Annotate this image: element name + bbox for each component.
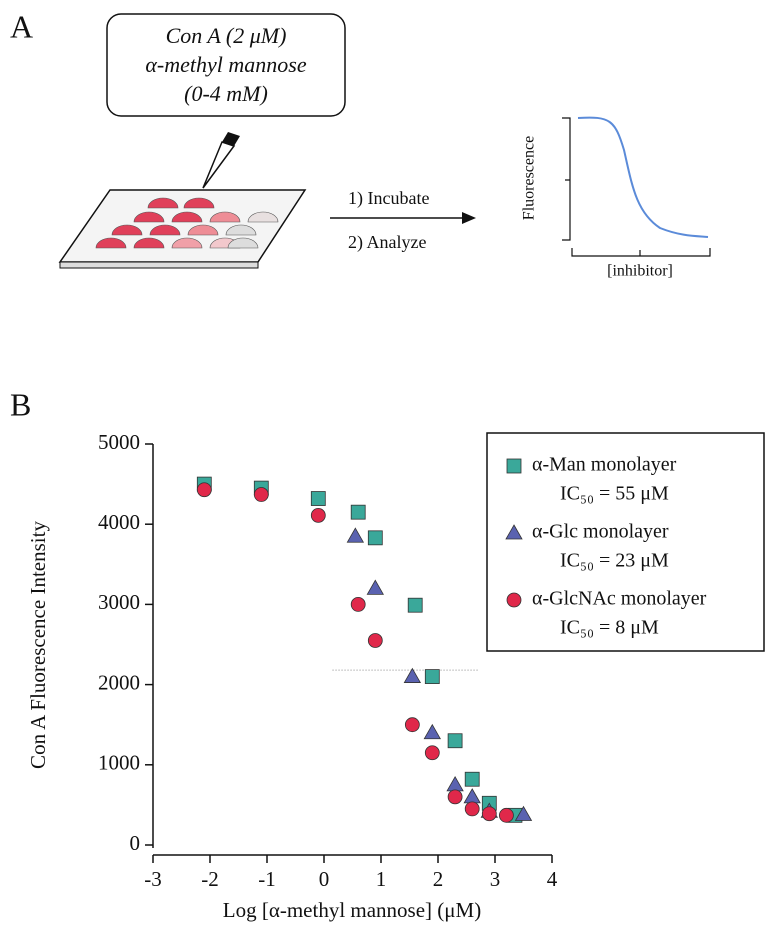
data-point <box>498 807 514 823</box>
y-tick-label: 1000 <box>98 751 140 775</box>
data-point <box>350 597 366 612</box>
y-axis-label: Con A Fluorescence Intensity <box>26 521 50 769</box>
x-tick-label: 3 <box>490 867 501 891</box>
data-point <box>447 733 463 749</box>
data-point <box>366 579 384 595</box>
callout-text: Con A (2 μM) <box>166 23 287 48</box>
data-point <box>446 776 464 792</box>
callout-text: (0-4 mM) <box>184 81 268 106</box>
x-tick-label: -2 <box>201 867 219 891</box>
inset-y-label: Fluorescence <box>521 136 538 220</box>
data-point <box>424 669 440 684</box>
y-tick-label: 2000 <box>98 670 140 694</box>
data-point <box>253 487 269 502</box>
legend-marker <box>506 592 522 608</box>
data-point <box>464 771 480 787</box>
legend-marker <box>505 524 523 540</box>
data-point <box>350 504 366 520</box>
legend-marker <box>506 458 522 474</box>
y-tick-label: 0 <box>130 831 141 855</box>
legend-ic50: IC₅₀ = 8 μM <box>560 617 659 639</box>
inset-x-label: [inhibitor] <box>607 263 673 280</box>
legend-label: α-GlcNAc monolayer <box>532 588 707 610</box>
data-point <box>196 482 212 498</box>
step-text: 2) Analyze <box>348 232 426 253</box>
arrow-head <box>462 212 476 224</box>
data-point <box>367 633 383 648</box>
y-tick-label: 5000 <box>98 430 140 454</box>
inset-curve <box>577 116 709 238</box>
legend-label: α-Man monolayer <box>532 454 677 476</box>
data-point <box>514 805 533 821</box>
data-point <box>367 530 383 546</box>
x-tick-label: -3 <box>144 867 162 891</box>
legend-box <box>486 432 765 652</box>
data-point <box>423 723 441 740</box>
y-tick-label: 4000 <box>98 510 140 534</box>
data-point <box>481 806 497 822</box>
panel-label: B <box>10 386 31 422</box>
x-tick-label: 1 <box>376 867 387 891</box>
x-tick-label: 4 <box>547 867 558 891</box>
pipette <box>202 132 240 189</box>
legend-ic50: IC₅₀ = 55 μM <box>560 483 669 505</box>
y-tick-label: 3000 <box>98 590 140 614</box>
x-tick-label: 2 <box>433 867 444 891</box>
data-point <box>403 667 422 683</box>
step-text: 1) Incubate <box>348 188 429 209</box>
panel-label: A <box>10 8 33 44</box>
callout-box <box>106 13 346 117</box>
data-point <box>310 507 326 523</box>
data-point <box>404 717 420 733</box>
data-point <box>447 789 463 805</box>
inset-axes <box>562 117 711 257</box>
x-tick-label: -1 <box>258 867 276 891</box>
x-tick-label: 0 <box>319 867 330 891</box>
callout-text: α-methyl mannose <box>145 52 306 77</box>
data-point <box>346 527 365 543</box>
x-axis-label: Log [α-methyl mannose] (μM) <box>223 898 481 922</box>
well-plate <box>58 189 307 269</box>
legend-label: α-Glc monolayer <box>532 521 669 543</box>
legend-ic50: IC₅₀ = 23 μM <box>560 550 669 572</box>
data-point <box>310 491 326 506</box>
data-point <box>463 788 481 804</box>
data-point <box>464 801 480 817</box>
data-point <box>424 745 440 761</box>
data-point <box>407 597 423 613</box>
